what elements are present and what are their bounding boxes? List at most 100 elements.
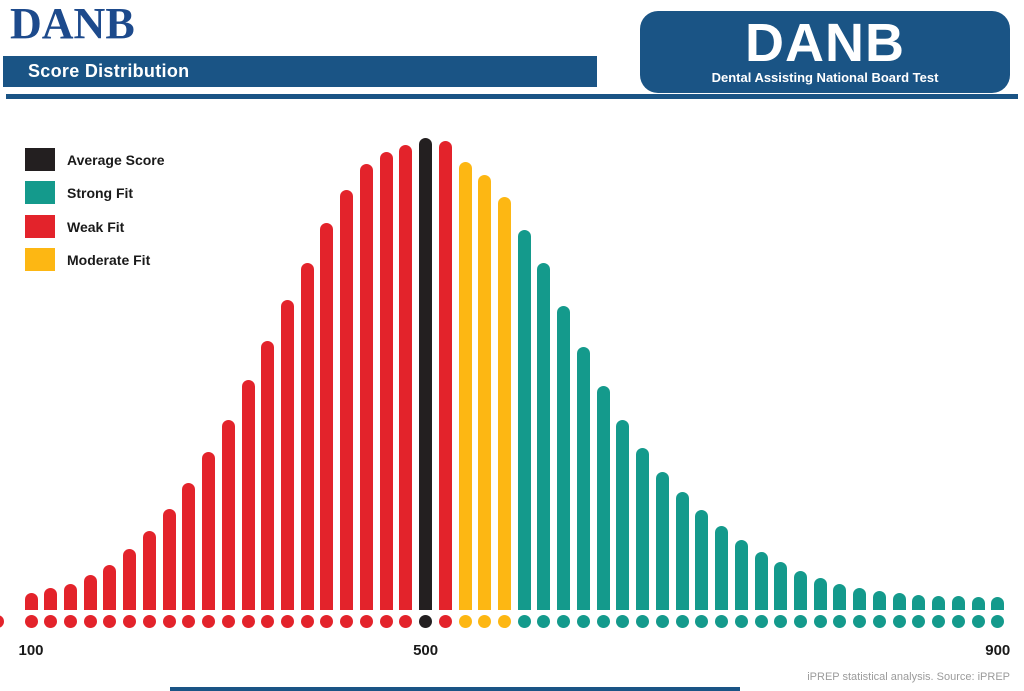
distribution-dot: [241, 615, 255, 628]
distribution-dot: [221, 615, 235, 628]
distribution-dot: [83, 615, 97, 628]
distribution-dot: [793, 615, 807, 628]
strong-fit-swatch: [25, 181, 55, 204]
distribution-bar: [83, 575, 97, 610]
bottom-accent-bar: [170, 687, 740, 691]
distribution-bar: [359, 164, 373, 610]
distribution-dot: [715, 615, 729, 628]
distribution-bar: [754, 552, 768, 610]
distribution-dot: [300, 615, 314, 628]
distribution-dot: [932, 615, 946, 628]
distribution-dot: [261, 615, 275, 628]
title-bar: Score Distribution: [3, 56, 597, 87]
distribution-bar: [971, 597, 985, 610]
distribution-dot: [951, 615, 965, 628]
distribution-dot: [813, 615, 827, 628]
distribution-bar: [63, 584, 77, 610]
distribution-bar: [793, 571, 807, 610]
distribution-dot: [971, 615, 985, 628]
legend-label: Strong Fit: [67, 184, 134, 201]
danb-badge: DANB Dental Assisting National Board Tes…: [640, 11, 1010, 93]
distribution-dot: [379, 615, 393, 628]
distribution-dot: [695, 615, 709, 628]
distribution-dot: [478, 615, 492, 628]
distribution-bar: [340, 190, 354, 610]
distribution-dot: [320, 615, 334, 628]
distribution-bar: [912, 595, 926, 610]
distribution-bar: [517, 230, 531, 610]
distribution-bar: [991, 597, 1005, 610]
distribution-dot: [419, 615, 433, 628]
distribution-dot: [675, 615, 689, 628]
distribution-bar: [44, 588, 58, 610]
distribution-bar: [557, 306, 571, 610]
distribution-dot: [359, 615, 373, 628]
legend-label: Moderate Fit: [67, 251, 151, 268]
legend-label: Average Score: [67, 151, 165, 168]
distribution-bar: [458, 162, 472, 610]
x-tick-label: 900: [985, 642, 1011, 659]
distribution-bar: [438, 141, 452, 610]
x-tick-label: 500: [413, 642, 439, 659]
distribution-dot: [872, 615, 886, 628]
distribution-bar: [695, 510, 709, 610]
distribution-bar: [932, 596, 946, 610]
distribution-bar: [221, 420, 235, 610]
distribution-dot: [833, 615, 847, 628]
source-credit: iPREP statistical analysis. Source: iPRE…: [807, 671, 1010, 683]
distribution-dot: [734, 615, 748, 628]
distribution-bar: [596, 386, 610, 610]
distribution-dot: [774, 615, 788, 628]
distribution-dot: [537, 615, 551, 628]
distribution-dot: [63, 615, 77, 628]
x-tick-label: 100: [18, 642, 44, 659]
distribution-dot: [340, 615, 354, 628]
distribution-dot: [123, 615, 137, 628]
badge-subtitle: Dental Assisting National Board Test: [711, 70, 939, 85]
distribution-bar: [576, 347, 590, 610]
distribution-bar: [24, 593, 38, 610]
legend-item-moderate-fit: Moderate Fit: [25, 248, 150, 271]
legend-item-strong-fit: Strong Fit: [25, 181, 133, 204]
danb-logo: DANB: [10, 0, 135, 48]
distribution-dot: [616, 615, 630, 628]
distribution-bar: [833, 584, 847, 610]
distribution-bar: [675, 492, 689, 610]
distribution-dot: [44, 615, 58, 628]
distribution-bar: [715, 526, 729, 610]
distribution-bar: [103, 565, 117, 610]
distribution-dot: [557, 615, 571, 628]
distribution-bar: [202, 452, 216, 610]
distribution-bar: [813, 578, 827, 610]
moderate-fit-swatch: [25, 248, 55, 271]
distribution-dot: [853, 615, 867, 628]
distribution-dot: [498, 615, 512, 628]
distribution-bar: [774, 562, 788, 610]
distribution-bar: [300, 263, 314, 610]
distribution-bar: [320, 223, 334, 610]
distribution-bar: [379, 152, 393, 610]
distribution-dot: [182, 615, 196, 628]
distribution-bar: [123, 549, 137, 610]
distribution-dot: [991, 615, 1005, 628]
distribution-dot: [162, 615, 176, 628]
distribution-dot: [24, 615, 38, 628]
distribution-dot: [636, 615, 650, 628]
badge-title: DANB: [745, 13, 905, 73]
distribution-bar: [261, 341, 275, 610]
legend-item-weak-fit: Weak Fit: [25, 215, 124, 238]
header-divider: [6, 94, 1018, 99]
distribution-dot: [892, 615, 906, 628]
distribution-dot: [280, 615, 294, 628]
distribution-bar: [655, 472, 669, 610]
distribution-bar: [616, 420, 630, 610]
distribution-dot: [458, 615, 472, 628]
distribution-dot: [912, 615, 926, 628]
distribution-bar: [951, 596, 965, 610]
distribution-bar: [498, 197, 512, 610]
distribution-bar: [478, 175, 492, 610]
distribution-dot: [576, 615, 590, 628]
distribution-bar: [399, 145, 413, 610]
